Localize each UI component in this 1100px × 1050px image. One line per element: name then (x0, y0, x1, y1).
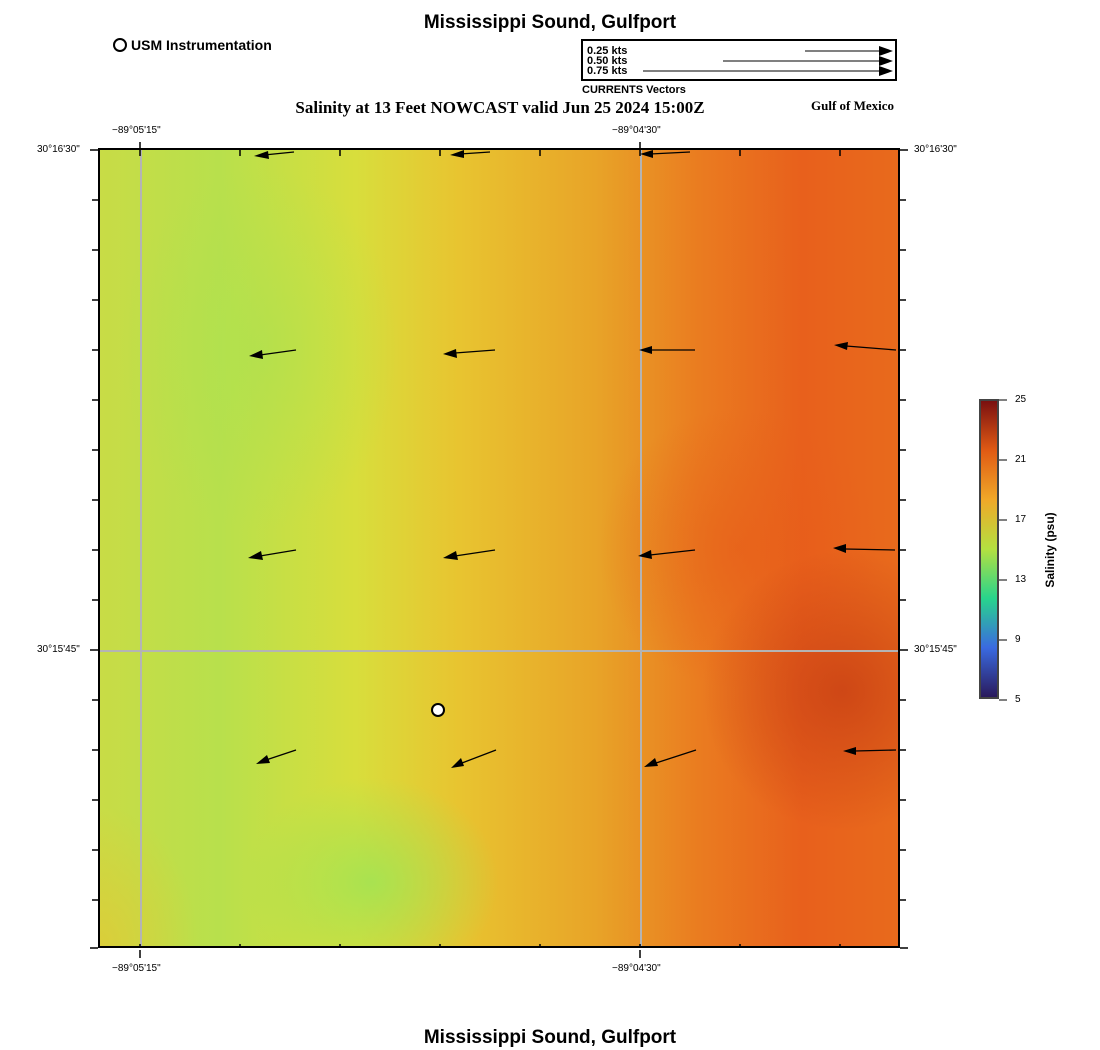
current-arrow-icon (256, 749, 297, 764)
current-arrow-icon (451, 749, 497, 768)
scale-arrow-025 (805, 46, 893, 56)
current-arrow-icon (640, 150, 691, 158)
vector-scale-arrows (643, 46, 893, 76)
current-arrow-icon (833, 544, 896, 553)
station-legend: USM Instrumentation (113, 37, 272, 53)
map-title: Mississippi Sound, Gulfport (423, 12, 677, 33)
lon-tick-bottom-1: −89°05'15" (112, 963, 161, 974)
region-label: Gulf of Mexico (811, 98, 895, 113)
current-arrow-icon (248, 549, 297, 560)
vector-scale-label-2: 0.50 kts (587, 55, 628, 67)
current-arrow-icon (644, 749, 697, 767)
graticule-lon-1 (140, 150, 142, 946)
frame-ticks (139, 150, 841, 946)
scale-arrow-050 (723, 56, 893, 66)
colorbar-label: Salinity (psu) (1043, 512, 1057, 588)
footer-title: Mississippi Sound, Gulfport (423, 1027, 677, 1048)
current-arrow-icon (443, 349, 496, 358)
vector-scale-label-1: 0.25 kts (587, 45, 628, 57)
lat-tick-left-2: 30°15'45" (37, 644, 80, 655)
vector-scale-label-3: 0.75 kts (587, 65, 628, 77)
map-subtitle: Salinity at 13 Feet NOWCAST valid Jun 25… (295, 98, 705, 117)
graticule-lat-1 (100, 650, 898, 652)
current-arrow-icon (834, 342, 897, 351)
colorbar-tick-25: 25 (1015, 394, 1027, 405)
lon-tick-top-1: −89°05'15" (112, 125, 161, 136)
station-marker-icon[interactable] (431, 703, 445, 717)
salinity-colorbar (979, 399, 999, 699)
current-arrow-icon (249, 349, 297, 359)
salinity-field-layer (100, 150, 898, 946)
salinity-map[interactable] (98, 148, 900, 948)
current-arrow-icon (443, 549, 496, 560)
current-arrow-icon (638, 549, 696, 559)
colorbar-tick-9: 9 (1015, 634, 1021, 645)
lon-tick-top-2: −89°04'30" (612, 125, 661, 136)
vector-scale-legend: 0.25 kts 0.50 kts 0.75 kts (581, 39, 897, 81)
scale-arrow-075 (643, 66, 893, 76)
station-legend-label: USM Instrumentation (131, 37, 272, 53)
colorbar-tick-21: 21 (1015, 454, 1027, 465)
colorbar-tick-17: 17 (1015, 514, 1027, 525)
lat-tick-right-1: 30°16'30" (914, 144, 957, 155)
colorbar-tick-13: 13 (1015, 574, 1027, 585)
graticule-lon-2 (640, 150, 642, 946)
current-arrow-icon (843, 747, 897, 755)
current-vectors (248, 150, 897, 768)
outer-ticks (90, 142, 908, 958)
colorbar-ticks (999, 399, 1007, 701)
current-arrow-icon (450, 150, 491, 158)
colorbar-tick-5: 5 (1015, 694, 1021, 705)
lat-tick-left-1: 30°16'30" (37, 144, 80, 155)
station-marker-icon (113, 38, 127, 52)
lat-tick-right-2: 30°15'45" (914, 644, 957, 655)
current-arrow-icon (639, 346, 695, 354)
lon-tick-bottom-2: −89°04'30" (612, 963, 661, 974)
current-arrow-icon (254, 151, 295, 159)
vector-scale-caption: CURRENTS Vectors (582, 84, 686, 96)
